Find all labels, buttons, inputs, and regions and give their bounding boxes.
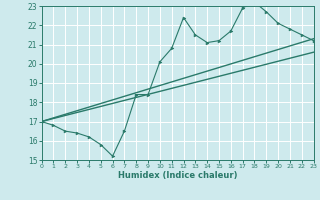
X-axis label: Humidex (Indice chaleur): Humidex (Indice chaleur) — [118, 171, 237, 180]
